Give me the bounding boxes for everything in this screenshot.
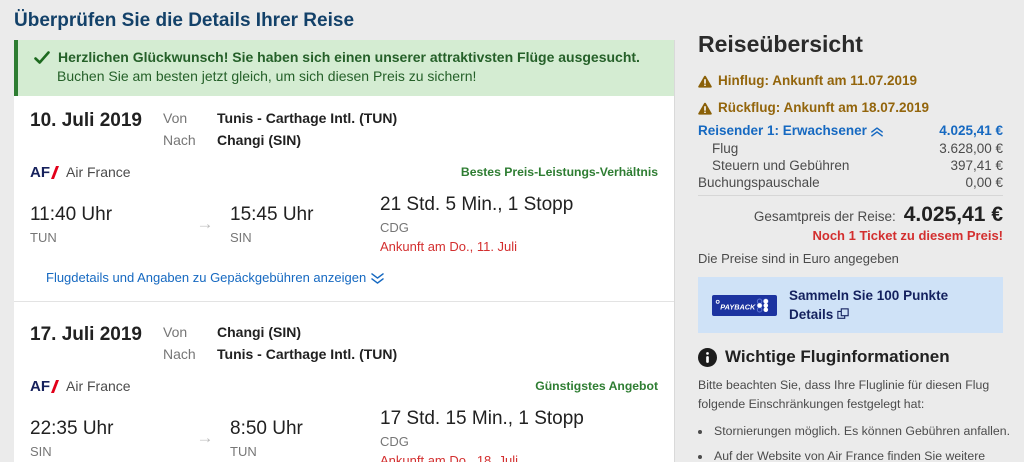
svg-text:AF: AF [30, 378, 50, 394]
svg-text:PAYBACK: PAYBACK [720, 302, 756, 311]
svg-text:AF: AF [30, 164, 50, 180]
